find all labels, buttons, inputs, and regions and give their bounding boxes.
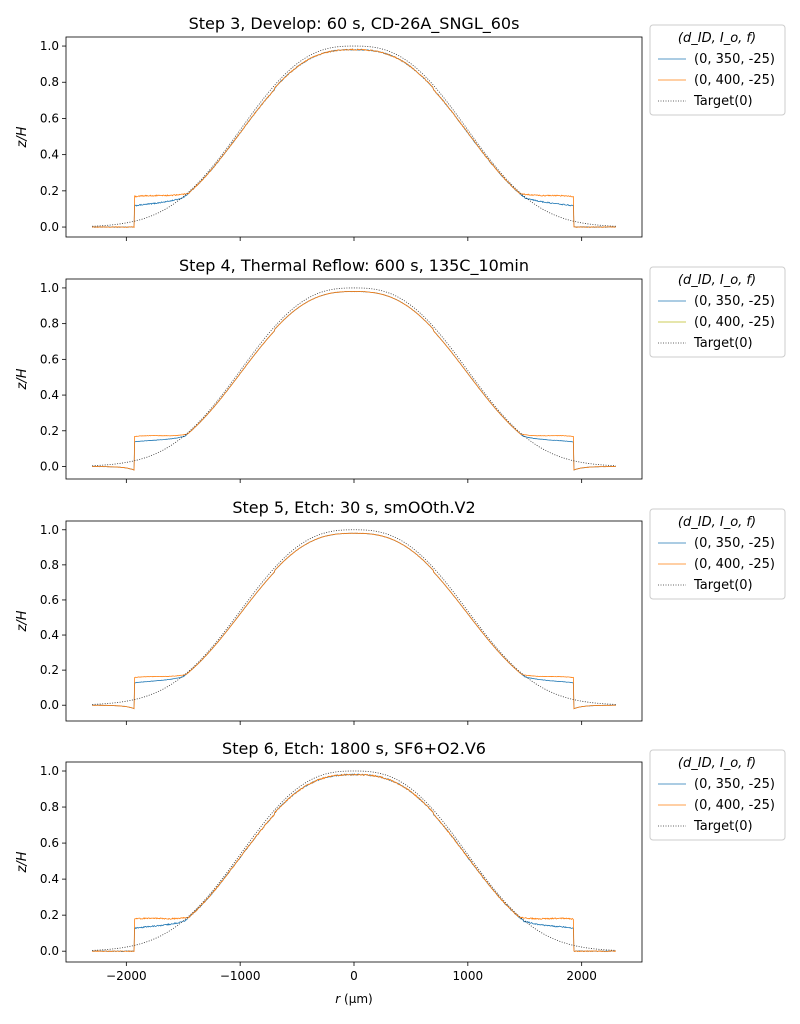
x-tick-label: 0 bbox=[350, 969, 358, 983]
legend-box bbox=[649, 749, 786, 841]
y-tick-label: 0.2 bbox=[40, 424, 59, 438]
y-tick-label: 1.0 bbox=[40, 39, 59, 53]
y-axis-label: z/H bbox=[15, 851, 30, 873]
chart-title: Step 5, Etch: 30 s, smOOth.V2 bbox=[232, 498, 475, 517]
legend-label: (0, 350, -25) bbox=[694, 52, 775, 67]
y-tick-label: 0.6 bbox=[40, 593, 59, 607]
chart-2: Step 4, Thermal Reflow: 600 s, 135C_10mi… bbox=[15, 256, 786, 483]
legend-label: (0, 400, -25) bbox=[694, 798, 775, 813]
legend-label: (0, 400, -25) bbox=[694, 557, 775, 572]
chart-title: Step 6, Etch: 1800 s, SF6+O2.V6 bbox=[222, 739, 486, 758]
axes-frame bbox=[65, 520, 643, 722]
legend-label: Target(0) bbox=[693, 819, 753, 834]
chart-4: Step 6, Etch: 1800 s, SF6+O2.V6 0.0 0.2 0.4… bbox=[15, 739, 786, 983]
series-line-1 bbox=[92, 290, 616, 471]
legend-label: (0, 400, -25) bbox=[694, 73, 775, 88]
axes-frame bbox=[65, 761, 643, 963]
y-tick-label: 0.0 bbox=[40, 460, 59, 474]
y-axis-label: z/H bbox=[15, 610, 30, 632]
legend-label: (0, 350, -25) bbox=[694, 536, 775, 551]
series-line-1 bbox=[91, 48, 616, 228]
chart-title: Step 3, Develop: 60 s, CD-26A_SNGL_60s bbox=[189, 14, 520, 34]
series-line-1 bbox=[92, 532, 616, 710]
y-tick-label: 1.0 bbox=[40, 764, 59, 778]
y-tick-label: 0.4 bbox=[40, 148, 59, 162]
x-tick-label: 1000 bbox=[453, 969, 484, 983]
legend-label: (0, 350, -25) bbox=[694, 294, 775, 309]
axes-frame bbox=[65, 36, 643, 238]
y-tick-label: 0.8 bbox=[40, 317, 59, 331]
y-tick-label: 0.4 bbox=[40, 872, 59, 886]
series-line-2 bbox=[92, 532, 616, 710]
y-tick-label: 0.8 bbox=[40, 800, 59, 814]
y-tick-label: 0.4 bbox=[40, 628, 59, 642]
y-tick-label: 0.0 bbox=[40, 944, 59, 958]
y-tick-label: 0.8 bbox=[40, 75, 59, 89]
series-line-2 bbox=[92, 290, 616, 471]
legend-title: (d_ID, I_o, f) bbox=[678, 273, 756, 288]
y-tick-label: 0.4 bbox=[40, 388, 59, 402]
y-axis-label: z/H bbox=[15, 368, 30, 390]
y-axis-label: z/H bbox=[15, 126, 30, 148]
y-tick-label: 0.6 bbox=[40, 836, 59, 850]
legend-label: Target(0) bbox=[693, 336, 753, 351]
legend-title: (d_ID, I_o, f) bbox=[678, 515, 756, 530]
x-tick-label: −2000 bbox=[106, 969, 147, 983]
chart-3: Step 5, Etch: 30 s, smOOth.V2 0.0 0.2 0.4 0.… bbox=[15, 498, 786, 725]
legend-box bbox=[649, 266, 786, 358]
chart-title: Step 4, Thermal Reflow: 600 s, 135C_10mi… bbox=[179, 256, 529, 276]
legend-box bbox=[649, 24, 786, 116]
chart-1: Step 3, Develop: 60 s, CD-26A_SNGL_60s 0.… bbox=[15, 14, 786, 241]
series-line-2 bbox=[91, 773, 617, 953]
y-tick-label: 0.6 bbox=[40, 111, 59, 125]
y-tick-label: 0.2 bbox=[40, 908, 59, 922]
x-tick-label: −1000 bbox=[220, 969, 261, 983]
series-line-1 bbox=[92, 773, 617, 953]
y-tick-label: 1.0 bbox=[40, 523, 59, 537]
legend-title: (d_ID, I_o, f) bbox=[678, 31, 756, 46]
y-tick-label: 0.0 bbox=[40, 698, 59, 712]
series-line-3 bbox=[92, 45, 616, 227]
legend-label: Target(0) bbox=[693, 94, 753, 109]
series-line-3 bbox=[92, 770, 616, 951]
y-tick-label: 0.2 bbox=[40, 184, 59, 198]
y-tick-label: 0.0 bbox=[40, 220, 59, 234]
legend-title: (d_ID, I_o, f) bbox=[678, 756, 756, 771]
y-tick-label: 0.2 bbox=[40, 663, 59, 677]
y-tick-label: 1.0 bbox=[40, 281, 59, 295]
legend-label: (0, 350, -25) bbox=[694, 777, 775, 792]
legend-box bbox=[649, 508, 786, 600]
y-tick-label: 0.8 bbox=[40, 558, 59, 572]
legend-label: Target(0) bbox=[693, 578, 753, 593]
series-line-3 bbox=[92, 287, 616, 467]
x-axis-label: r (μm) bbox=[335, 992, 372, 1006]
series-line-3 bbox=[92, 529, 616, 705]
series-line-2 bbox=[92, 48, 617, 229]
y-tick-label: 0.6 bbox=[40, 352, 59, 366]
legend-label: (0, 400, -25) bbox=[694, 315, 775, 330]
axes-frame bbox=[65, 278, 643, 480]
x-tick-label: 2000 bbox=[566, 969, 597, 983]
